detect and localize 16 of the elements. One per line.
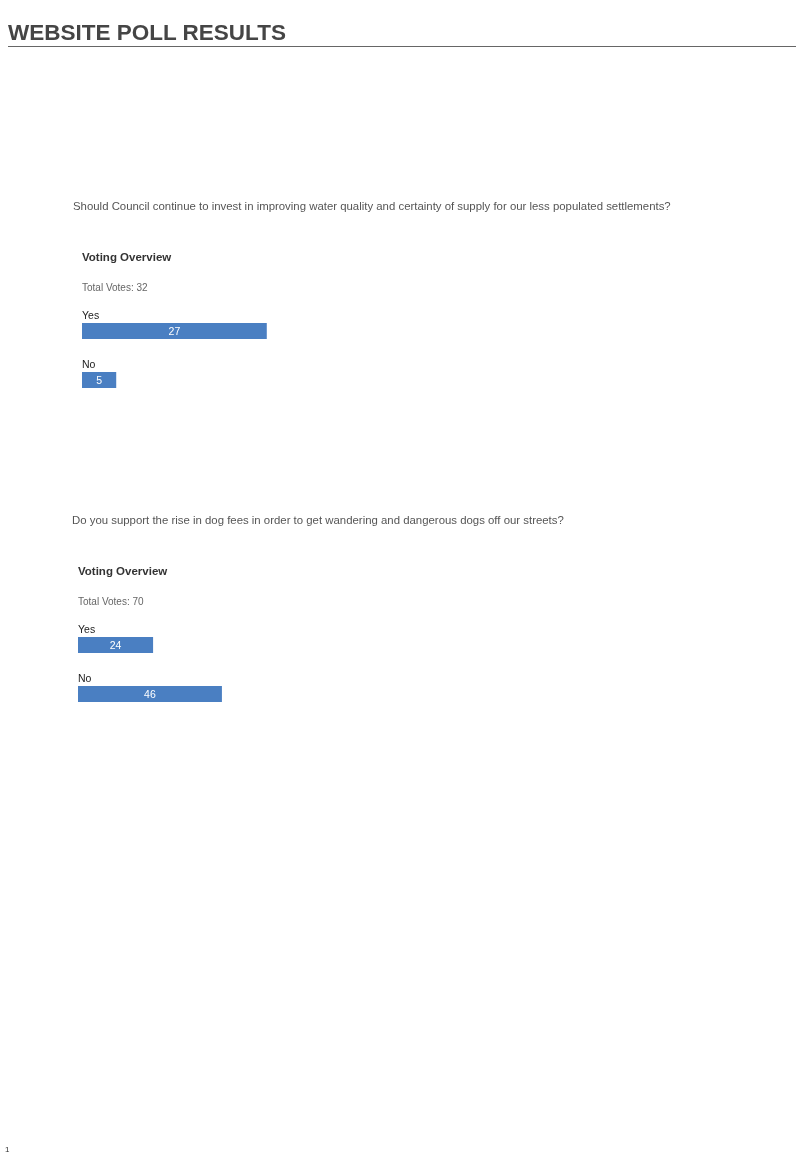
chart-subtitle: Total Votes: 32 (82, 282, 149, 293)
y-tick-label: Yes (82, 309, 100, 321)
chart-title: Voting Overview (82, 251, 172, 263)
data-label: 27 (168, 324, 181, 337)
data-label: 24 (109, 638, 122, 651)
y-tick-label: No (78, 672, 92, 684)
chart-subtitle: Total Votes: 70 (78, 596, 145, 607)
y-tick-label: Yes (78, 623, 96, 635)
y-tick-label: No (82, 358, 96, 370)
text: WEBSITE POLL RESULTS (8, 20, 286, 45)
text: Do you support the rise in dog fees in order to get wandering and dangerous dogs off our streets? (72, 514, 564, 526)
chart-title: Voting Overview (78, 565, 168, 577)
text: Should Council continue to invest in improving water quality and certainty of supply for our less populated settlements? (73, 200, 671, 212)
data-label: 46 (144, 687, 156, 700)
text: 1 (5, 1145, 10, 1154)
data-label: 5 (96, 373, 103, 386)
